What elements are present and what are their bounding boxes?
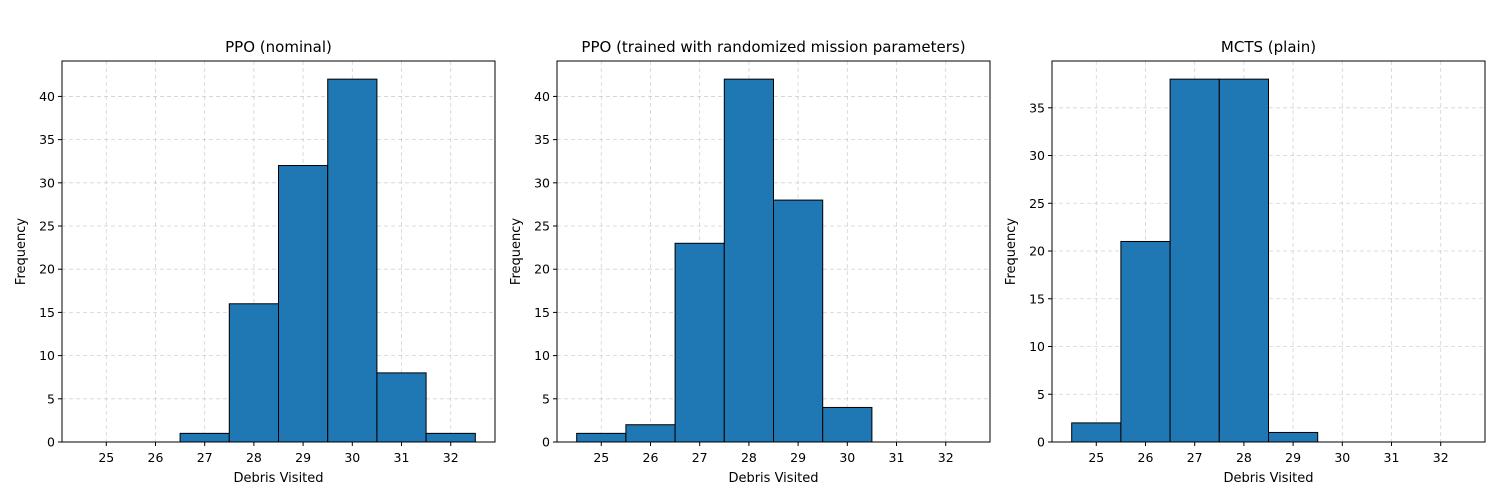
x-tick-label: 28 — [1236, 450, 1252, 465]
y-tick-label: 0 — [542, 435, 550, 450]
y-axis-label: Frequency — [1004, 218, 1019, 285]
x-tick-label: 30 — [839, 450, 855, 465]
chart-panel-1: 25 26 27 28 29 30 31 32 0 5 10 15 20 25 30 35 40 PPO (nom… — [14, 38, 496, 486]
x-tick-label: 26 — [1138, 450, 1154, 465]
x-tick-label: 30 — [1334, 450, 1350, 465]
bar-25 — [1071, 422, 1122, 443]
y-tick-label: 30 — [534, 175, 550, 190]
bar-28 — [723, 78, 775, 443]
x-tick-label: 32 — [1433, 450, 1449, 465]
y-axis-label: Frequency — [509, 218, 524, 285]
x-tick-label: 32 — [938, 450, 954, 465]
x-tick-label: 28 — [246, 450, 262, 465]
x-axis-label: Debris Visited — [233, 471, 323, 486]
x-tick-label: 32 — [443, 450, 459, 465]
chart-title: MCTS (plain) — [1221, 38, 1316, 56]
x-tick-label: 31 — [889, 450, 905, 465]
x-axis-label: Debris Visited — [728, 471, 818, 486]
x-axis-label: Debris Visited — [1223, 471, 1313, 486]
bar-27 — [674, 242, 725, 443]
bar-27 — [1169, 78, 1220, 443]
x-tick-label: 27 — [197, 450, 213, 465]
y-tick-label: 20 — [534, 262, 550, 277]
y-tick-label: 40 — [39, 89, 55, 104]
y-axis-label: Frequency — [14, 218, 29, 285]
x-tick-label: 28 — [741, 450, 757, 465]
y-tick-label: 30 — [1029, 148, 1045, 163]
y-tick-label: 0 — [47, 435, 55, 450]
y-tick-label: 20 — [39, 262, 55, 277]
bar-26 — [625, 424, 676, 443]
y-tick-label: 15 — [39, 305, 55, 320]
axes-frame — [61, 60, 496, 443]
bar-31 — [376, 372, 427, 443]
chart-title: PPO (nominal) — [225, 38, 332, 56]
y-tick-label: 25 — [534, 219, 550, 234]
x-tick-label: 25 — [593, 450, 609, 465]
y-tick-label: 25 — [1029, 196, 1045, 211]
bar-26 — [1120, 240, 1171, 443]
y-tick-label: 30 — [39, 175, 55, 190]
x-tick-label: 29 — [1285, 450, 1301, 465]
y-tick-label: 25 — [39, 219, 55, 234]
y-tick-label: 5 — [542, 391, 550, 406]
bar-29 — [773, 199, 824, 443]
chart-panel-3: 25 26 27 28 29 30 31 32 0 5 10 15 20 25 30 35 MCTS (plai… — [1004, 38, 1486, 486]
bar-30 — [822, 406, 873, 443]
y-tick-label: 35 — [1029, 100, 1045, 115]
chart-title: PPO (trained with randomized mission par… — [581, 38, 965, 56]
bar-27 — [179, 432, 230, 443]
x-tick-label: 26 — [148, 450, 164, 465]
y-tick-label: 5 — [47, 391, 55, 406]
y-tick-label: 0 — [1037, 435, 1045, 450]
y-tick-label: 10 — [534, 348, 550, 363]
x-tick-label: 31 — [394, 450, 410, 465]
y-tick-label: 10 — [1029, 339, 1045, 354]
bar-25 — [576, 432, 627, 443]
x-tick-label: 25 — [1088, 450, 1104, 465]
x-tick-label: 27 — [692, 450, 708, 465]
y-tick-label: 10 — [39, 348, 55, 363]
y-tick-label: 20 — [1029, 244, 1045, 259]
x-tick-label: 25 — [98, 450, 114, 465]
y-tick-label: 15 — [534, 305, 550, 320]
y-tick-label: 5 — [1037, 387, 1045, 402]
y-tick-label: 35 — [534, 132, 550, 147]
y-tick-label: 40 — [534, 89, 550, 104]
bar-28 — [228, 303, 279, 443]
bar-29 — [1268, 431, 1319, 443]
y-tick-label: 15 — [1029, 291, 1045, 306]
x-tick-label: 27 — [1187, 450, 1203, 465]
bar-30 — [327, 78, 378, 443]
y-tick-label: 35 — [39, 132, 55, 147]
bar-28 — [1218, 78, 1269, 443]
x-tick-label: 29 — [790, 450, 806, 465]
x-tick-label: 31 — [1384, 450, 1400, 465]
axes-frame — [556, 60, 991, 443]
x-tick-label: 30 — [344, 450, 360, 465]
x-tick-label: 29 — [295, 450, 311, 465]
bar-32 — [425, 432, 476, 443]
bar-29 — [278, 165, 329, 443]
x-tick-label: 26 — [643, 450, 659, 465]
chart-panel-2: 25 26 27 28 29 30 31 32 0 5 10 15 20 25 30 35 40 PPO (tra… — [509, 38, 991, 486]
